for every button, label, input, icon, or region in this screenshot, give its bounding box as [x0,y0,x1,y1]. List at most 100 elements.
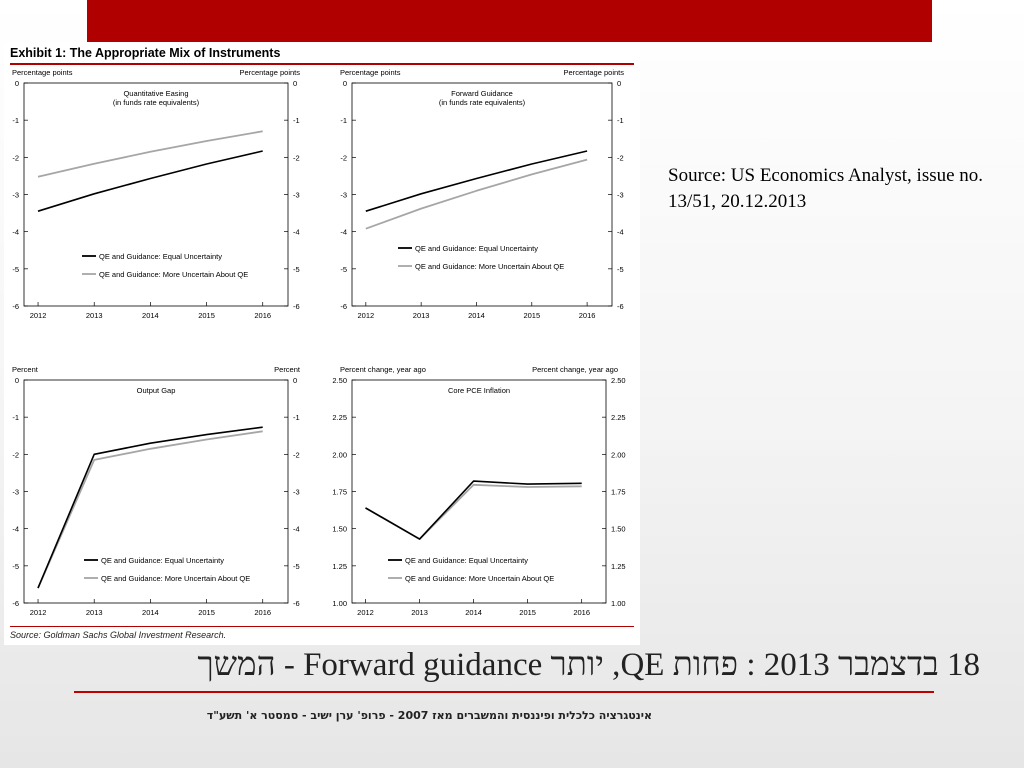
series-line-equal-uncertainty [365,150,588,212]
y-tick-label-left: 0 [343,79,347,88]
x-tick-label: 2014 [142,608,159,617]
y-tick-label-left: -2 [12,153,19,162]
y-tick-label-left: 0 [15,376,19,385]
y-tick-label-right: 2.25 [611,413,626,422]
y-tick-label-left: -5 [12,265,19,274]
x-tick-label: 2015 [519,608,536,617]
y-axis-label-left: Percentage points [340,68,401,77]
y-axis-label-right: Percent change, year ago [532,365,618,374]
y-tick-label-right: -5 [293,265,300,274]
x-tick-label: 2012 [30,311,47,320]
chart-title: Core PCE Inflation [448,386,510,395]
x-tick-label: 2013 [86,311,103,320]
x-tick-label: 2014 [465,608,482,617]
y-tick-label-left: -6 [340,302,347,311]
y-tick-label-right: 1.00 [611,599,626,608]
y-tick-label-left: 1.00 [332,599,347,608]
x-tick-label: 2015 [198,608,215,617]
y-tick-label-right: -3 [293,488,300,497]
y-tick-label-right: 0 [293,376,297,385]
x-tick-label: 2014 [142,311,159,320]
y-tick-label-left: -4 [340,228,347,237]
chart-title: Forward Guidance [451,89,513,98]
legend-entry: QE and Guidance: Equal Uncertainty [99,252,222,261]
y-tick-label-right: 0 [293,79,297,88]
y-tick-label-left: -5 [340,265,347,274]
series-line-more-uncertain-about-qe [37,430,263,589]
series-line-equal-uncertainty [365,480,582,540]
x-tick-label: 2015 [523,311,540,320]
y-tick-label-right: -2 [293,153,300,162]
legend-entry: QE and Guidance: Equal Uncertainty [405,556,528,565]
legend-entry: QE and Guidance: More Uncertain About QE [99,270,248,279]
y-tick-label-right: -2 [617,153,624,162]
y-tick-label-right: -1 [617,116,624,125]
x-tick-label: 2016 [254,608,271,617]
y-tick-label-right: -1 [293,413,300,422]
y-tick-label-right: -6 [293,302,300,311]
y-tick-label-left: -3 [12,488,19,497]
slide-footer: אינטגרציה כלכלית ופיננסית והמשברים מאז 2… [206,709,652,722]
y-tick-label-left: -6 [12,599,19,608]
x-tick-label: 2016 [573,608,590,617]
y-tick-label-left: 0 [15,79,19,88]
y-tick-label-right: 2.50 [611,376,626,385]
legend-entry: QE and Guidance: Equal Uncertainty [101,556,224,565]
chart-title: Quantitative Easing [123,89,188,98]
legend-entry: QE and Guidance: More Uncertain About QE [405,574,554,583]
legend-entry: QE and Guidance: More Uncertain About QE [101,574,250,583]
plot-frame [351,379,607,604]
y-tick-label-right: -3 [617,191,624,200]
y-tick-label-left: -3 [12,191,19,200]
y-tick-label-left: -4 [12,525,19,534]
y-tick-label-right: -1 [293,116,300,125]
y-tick-label-right: -3 [293,191,300,200]
y-axis-label-left: Percent change, year ago [340,365,426,374]
y-tick-label-left: -3 [340,191,347,200]
y-tick-label-left: -1 [12,413,19,422]
y-tick-label-right: -6 [293,599,300,608]
y-tick-label-right: -2 [293,450,300,459]
x-tick-label: 2016 [579,311,596,320]
x-tick-label: 2016 [254,311,271,320]
series-line-more-uncertain-about-qe [365,158,588,230]
y-axis-label-right: Percentage points [240,68,301,77]
series-line-equal-uncertainty [37,150,263,212]
y-tick-label-left: 1.75 [332,488,347,497]
y-tick-label-left: -4 [12,228,19,237]
x-tick-label: 2015 [198,311,215,320]
y-tick-label-left: -2 [340,153,347,162]
top-accent-bar [87,0,932,42]
y-tick-label-right: -4 [293,228,300,237]
slide-title-rule [74,691,934,693]
y-tick-label-right: 1.25 [611,562,626,571]
series-line-equal-uncertainty [37,426,263,589]
y-tick-label-left: -6 [12,302,19,311]
slide-title: 18 בדצמבר 2013 : פחות QE, יותר Forward g… [197,647,980,683]
y-tick-label-right: -4 [293,525,300,534]
y-axis-label-right: Percent [274,365,301,374]
exhibit-title: Exhibit 1: The Appropriate Mix of Instru… [10,46,281,60]
exhibit-source-rule [10,626,634,627]
y-tick-label-right: -6 [617,302,624,311]
plot-frame [351,82,613,307]
exhibit-figure: Exhibit 1: The Appropriate Mix of Instru… [4,42,640,645]
y-axis-label-left: Percent [12,365,39,374]
y-tick-label-left: 1.50 [332,525,347,534]
y-tick-label-right: -5 [617,265,624,274]
x-tick-label: 2013 [413,311,430,320]
y-tick-label-left: 2.50 [332,376,347,385]
y-tick-label-left: 2.00 [332,450,347,459]
y-tick-label-left: -1 [12,116,19,125]
plot-frame [23,379,289,604]
series-line-more-uncertain-about-qe [37,130,263,178]
y-axis-label-right: Percentage points [564,68,625,77]
y-tick-label-right: 0 [617,79,621,88]
x-tick-label: 2012 [30,608,47,617]
y-tick-label-left: 2.25 [332,413,347,422]
exhibit-title-rule [10,63,634,65]
chart-subtitle: (in funds rate equivalents) [113,98,200,107]
chart-panels: Percentage points Percentage points Quanti… [12,68,626,617]
chart-title: Output Gap [137,386,176,395]
x-tick-label: 2014 [468,311,485,320]
